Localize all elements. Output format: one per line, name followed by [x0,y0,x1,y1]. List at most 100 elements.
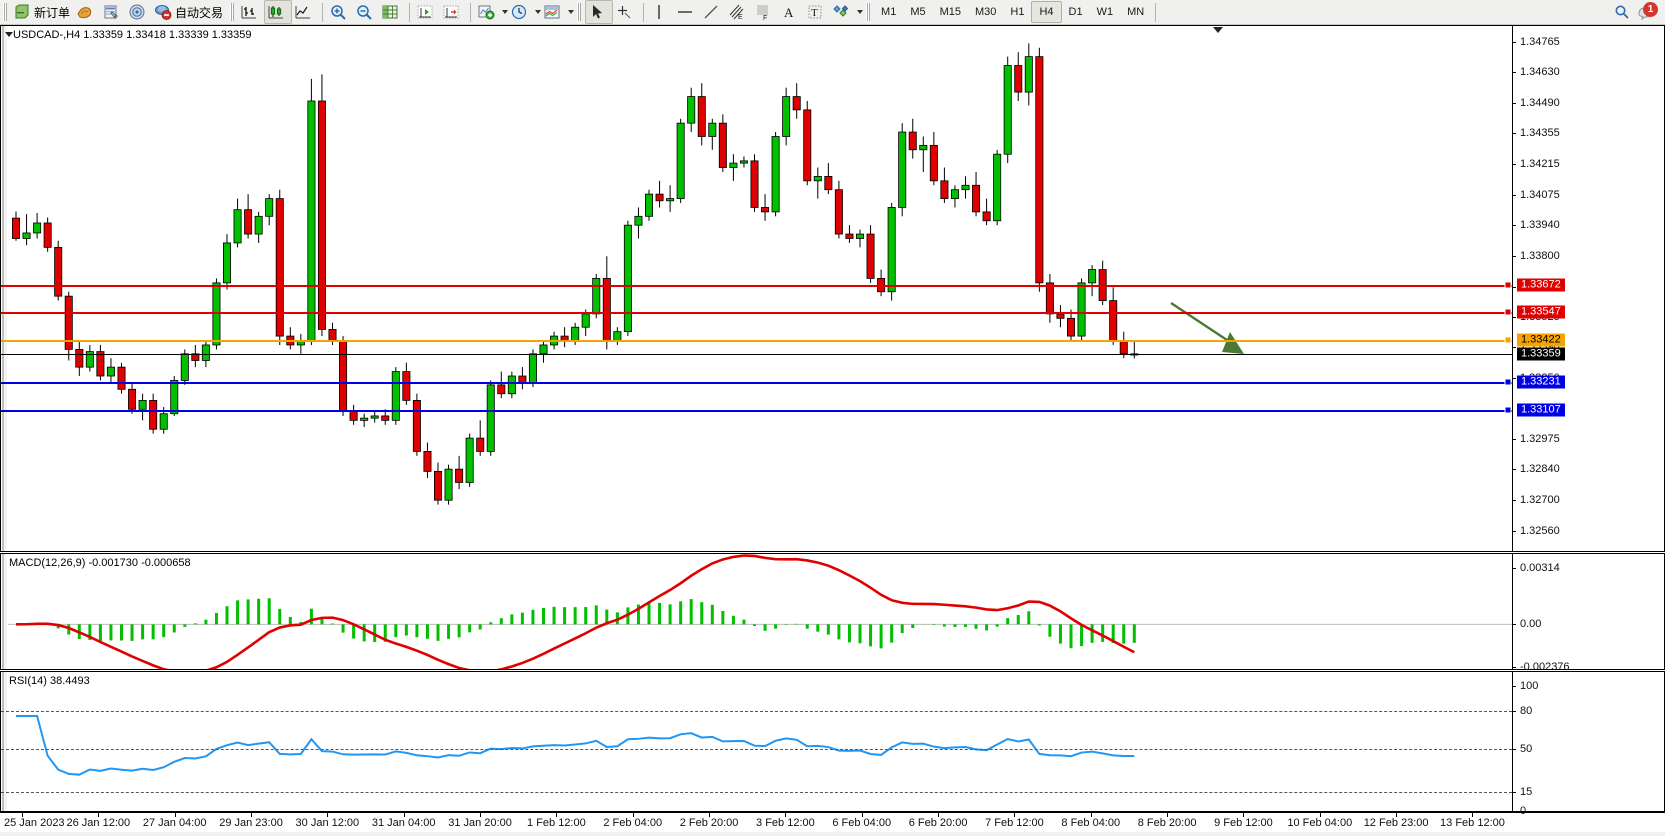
resistance-line-1-handle[interactable] [1504,281,1512,289]
vertical-line-button[interactable] [648,1,674,23]
resistance-line-1-label[interactable]: 1.33672 [1517,278,1565,292]
toolbar-grip-3[interactable] [577,3,583,21]
cursor-button[interactable] [585,0,614,24]
rsi-level-50 [1,748,1512,750]
auto-scroll-button[interactable] [414,1,440,23]
time-tick [1090,813,1092,817]
resistance-line-2-handle[interactable] [1504,308,1512,316]
time-tick [785,813,787,817]
horizontal-line-button[interactable] [674,1,700,23]
time-tick-label: 3 Feb 12:00 [756,817,815,829]
fibonacci-button[interactable]: F [752,1,778,23]
rsi-plot-area[interactable] [8,672,1664,811]
notifications-button[interactable]: 1 [1637,2,1658,21]
svg-text:E: E [738,14,743,21]
add-indicator-button[interactable] [475,1,501,23]
cursor-icon [588,3,606,21]
data-window-button[interactable] [100,1,126,23]
templates-button[interactable] [541,1,567,23]
rsi-panel-scrollbar[interactable] [1,672,7,811]
macd-tick-label: 0.00314 [1520,562,1560,574]
main-toolbar: 新订单 [0,0,1665,25]
time-tick [480,813,482,817]
support-line-2[interactable] [1,409,1512,412]
price-tick-label: 1.32700 [1520,494,1560,507]
timeframe-d1[interactable]: D1 [1068,6,1083,18]
bar-chart-button[interactable] [238,1,264,23]
rsi-scale[interactable]: 100 80 50 15 0 [1512,672,1664,817]
timeframe-m30[interactable]: M30 [975,6,997,18]
pivot-line[interactable] [1,340,1512,343]
timeframe-m5[interactable]: M5 [910,6,926,18]
period-dropdown[interactable] [534,1,541,23]
support-line-1[interactable] [1,382,1512,385]
price-chart-panel[interactable]: USDCAD-,H4 1.33359 1.33418 1.33339 1.333… [0,25,1665,552]
macd-panel-scrollbar[interactable] [1,554,7,669]
auto-trading-button[interactable]: 自动交易 [152,1,227,23]
rsi-panel[interactable]: RSI(14) 38.4493 100 80 50 15 0 [0,671,1665,817]
toolbar-grip-2[interactable] [230,3,236,21]
pivot-line-handle[interactable] [1504,336,1512,344]
grid-button[interactable] [379,1,405,23]
grid-icon [381,3,399,21]
new-order-button[interactable]: 新订单 [11,1,74,23]
timeframe-h1[interactable]: H1 [1010,6,1025,18]
text-label-button[interactable]: T [804,1,830,23]
svg-text:A: A [784,5,794,20]
timeframe-m1[interactable]: M1 [881,6,897,18]
macd-plot-area[interactable] [8,554,1664,669]
resistance-line-2[interactable] [1,312,1512,315]
search-icon[interactable] [1613,3,1631,21]
equidistant-channel-button[interactable]: E [726,1,752,23]
resistance-line-1[interactable] [1,284,1512,287]
toolbar-grip[interactable] [3,3,8,21]
macd-scale[interactable]: 0.00314 0.00 -0.002376 [1512,554,1664,673]
rsi-tick [1512,748,1516,750]
support-line-1-label[interactable]: 1.33231 [1517,375,1565,389]
price-plot-area[interactable] [8,26,1664,551]
time-tick-label: 6 Feb 04:00 [832,817,892,829]
pivot-line-label[interactable]: 1.33422 [1517,333,1565,347]
new-order-label: 新订单 [34,5,71,20]
timeframe-h4[interactable]: H4 [1031,1,1062,23]
signals-button[interactable] [126,1,152,23]
timeframe-w1[interactable]: W1 [1096,6,1114,18]
chart-collapse-icon[interactable] [5,32,13,37]
price-panel-scrollbar[interactable] [1,26,7,551]
text-button[interactable]: A [778,1,804,23]
trendline-button[interactable] [700,1,726,23]
current-price-line[interactable] [1,354,1512,356]
price-tick-label: 1.34075 [1520,189,1560,202]
add-indicator-dropdown[interactable] [501,1,508,23]
period-button[interactable] [508,1,534,23]
shapes-button[interactable] [830,1,856,23]
chart-shift-button[interactable] [440,1,466,23]
support-line-2-label[interactable]: 1.33107 [1517,403,1565,417]
timeframe-m15[interactable]: M15 [939,6,961,18]
rsi-tick [1512,686,1516,687]
timeframe-mn[interactable]: MN [1127,6,1145,18]
price-tick [1512,347,1516,349]
zoom-in-button[interactable] [327,1,353,23]
line-chart-button[interactable] [292,1,318,23]
time-tick [938,813,940,817]
expert-advisor-button[interactable] [74,1,100,23]
horizontal-line-icon [676,3,694,21]
candlestick-chart-button[interactable] [264,0,293,24]
toolbar-grip-4[interactable] [866,3,872,21]
zoom-out-button[interactable] [353,1,379,23]
macd-panel[interactable]: MACD(12,26,9) -0.001730 -0.000658 0.0031… [0,553,1665,673]
current-price-line-label[interactable]: 1.33359 [1517,347,1565,361]
support-line-1-handle[interactable] [1504,378,1512,386]
resistance-line-2-label[interactable]: 1.33547 [1517,305,1565,319]
fibonacci-icon: F [754,3,772,22]
shapes-dropdown[interactable] [856,1,863,23]
toolbar-separator-1 [322,2,324,22]
time-tick-label: 1 Feb 12:00 [527,817,586,829]
time-axis[interactable]: 25 Jan 2023 26 Jan 12:00 27 Jan 04:00 29 Ja… [0,812,1665,835]
support-line-2-handle[interactable] [1504,406,1512,414]
toolbar-separator-4 [643,2,645,22]
templates-dropdown[interactable] [567,1,574,23]
chart-marker-icon [1213,27,1223,33]
crosshair-button[interactable] [613,1,639,23]
